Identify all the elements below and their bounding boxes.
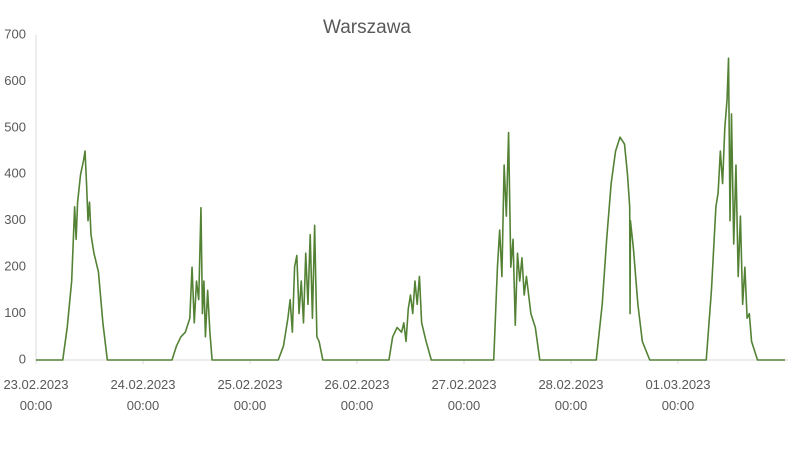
y-tick-label: 0: [19, 351, 26, 366]
x-tick-label: 28.02.2023 00:00: [538, 377, 604, 413]
y-tick-label: 500: [4, 119, 26, 134]
y-tick-label: 100: [4, 305, 26, 320]
x-tick-label: 26.02.2023 00:00: [324, 377, 390, 413]
x-tick-label: 24.02.2023 00:00: [110, 377, 176, 413]
chart-title: Warszawa: [323, 17, 411, 38]
x-tick-label: 25.02.2023 00:00: [217, 377, 283, 413]
data-line: [36, 57, 785, 361]
x-tick-label: 01.03.2023 00:00: [645, 377, 711, 413]
y-tick-label: 700: [4, 26, 26, 41]
y-tick-label: 200: [4, 259, 26, 274]
x-tick-label: 27.02.2023 00:00: [431, 377, 497, 413]
y-tick-label: 600: [4, 73, 26, 88]
x-tick-label: 23.02.2023 00:00: [3, 377, 69, 413]
y-tick-label: 300: [4, 212, 26, 227]
y-tick-label: 400: [4, 166, 26, 181]
